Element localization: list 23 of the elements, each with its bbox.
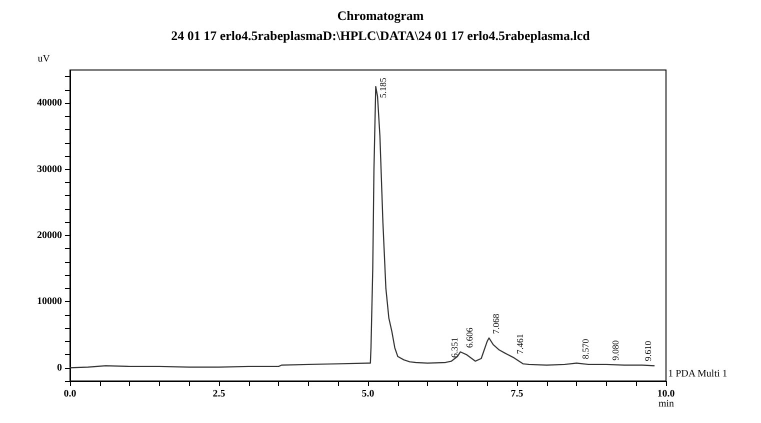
y-tick-label: 10000 <box>37 296 62 308</box>
annotation: 8.570 <box>580 338 591 360</box>
y-tick-label: 40000 <box>37 98 62 109</box>
annotation: 7.068 <box>491 313 502 334</box>
x-tick-label: 5.0 <box>362 388 374 400</box>
annotation: 6.351 <box>449 338 460 358</box>
annotation: 9.610 <box>643 340 654 362</box>
series-label: 1 PDA Multi 1 <box>668 368 728 380</box>
x-tick-label: 0.0 <box>64 388 76 400</box>
annotation: 5.185 <box>378 77 388 98</box>
annotation: 9.080 <box>610 340 620 360</box>
y-tick-label: 20000 <box>37 230 62 241</box>
chart-title: Chromatogram <box>337 8 424 23</box>
x-tick-label: 2.5 <box>212 388 226 400</box>
y-axis-title: uV <box>38 54 51 64</box>
annotation: 6.606 <box>464 327 474 348</box>
annotation: 7.461 <box>515 334 526 354</box>
x-axis-title: min <box>658 398 674 410</box>
y-tick-label: 0 <box>57 362 62 374</box>
y-tick-label: 30000 <box>37 164 62 175</box>
x-tick-label: 10.0 <box>657 388 675 400</box>
chart-subtitle: 24 01 17 erlo4.5rabeplasmaD:\HPLC\DATA\24 01 17 erlo4.5rabeplasma.lcd <box>171 28 591 43</box>
x-tick-label: 7.5 <box>510 388 524 400</box>
